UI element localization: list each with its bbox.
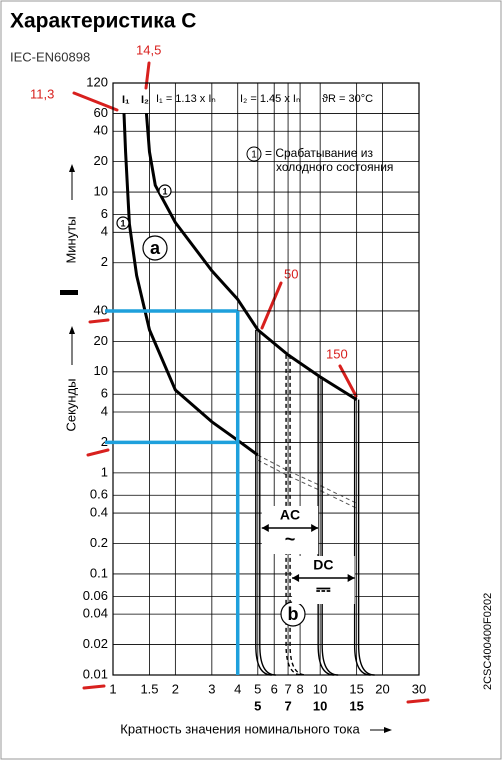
x-tick-label: 5 [254, 681, 261, 696]
y-tick-label: 2 [101, 434, 108, 449]
x-tick-label: 30 [412, 681, 426, 696]
trip-line [289, 354, 307, 676]
region-circle [158, 184, 172, 198]
x-tick-label: 7 [284, 681, 291, 696]
legend-text: холодного состояния [276, 160, 393, 174]
red-marks [72, 61, 430, 704]
trip-line [321, 376, 339, 676]
annotation: 14,5 [136, 42, 161, 57]
x-tick-label: 10 [313, 681, 327, 696]
series-label: I₁ [122, 94, 130, 106]
temperature: ϑR = 30°C [322, 93, 373, 105]
y-label: Секунды [63, 378, 78, 431]
subtitle: IEC-EN60898 [10, 49, 90, 64]
region-label: 1 [162, 186, 167, 196]
x-tick-label: 6 [271, 681, 278, 696]
y-tick-label: 0.06 [83, 588, 108, 603]
band-bg [292, 556, 355, 604]
region-circle [142, 235, 168, 261]
y-tick-label: 120 [86, 74, 108, 89]
curve-dashed [257, 454, 357, 504]
band-arrow-head [292, 574, 355, 582]
trip-line [285, 354, 303, 676]
formula: I₂ = 1.45 x Iₙ [240, 93, 300, 105]
region-label: 1 [120, 218, 125, 228]
y-tick-label: 0.6 [90, 487, 108, 502]
x-tick-label-bold: 15 [349, 698, 363, 713]
x-tick-label: 1.5 [140, 681, 158, 696]
y-tick-label: 0.02 [83, 636, 108, 651]
y-tick-label: 10 [94, 184, 108, 199]
band-arrow-head [261, 524, 319, 532]
annotation: 50 [284, 266, 298, 281]
band-bg [261, 506, 319, 554]
y-label: Минуты [63, 216, 78, 263]
legend-bg [238, 140, 428, 176]
x-tick-label: 3 [208, 681, 215, 696]
trip-line [317, 376, 335, 676]
plot-frame [112, 82, 420, 676]
y-tick-label: 0.4 [90, 505, 108, 520]
chart-title: Характеристика С [10, 10, 196, 33]
y-tick-label: 40 [94, 123, 108, 138]
band-symbol: ~ [285, 529, 296, 549]
x-tick-label: 15 [349, 681, 363, 696]
band-label: DC [313, 557, 333, 573]
y-tick-label: 4 [101, 224, 108, 239]
y-tick-label: 6 [101, 386, 108, 401]
curve [122, 113, 259, 457]
y-axis-arrows [60, 164, 392, 733]
y-tick-label: 10 [94, 363, 108, 378]
y-tick-label: 4 [101, 403, 108, 418]
x-tick-label-bold: 10 [313, 698, 327, 713]
y-tick-label: 0.04 [83, 606, 108, 621]
y-tick-label: 40 [94, 302, 108, 317]
legend-text: = Срабатывание из [265, 146, 373, 160]
y-tick-label: 2 [101, 254, 108, 269]
y-tick-label: 20 [94, 153, 108, 168]
series-label: I₂ [141, 94, 149, 106]
curve-dashed [257, 459, 357, 509]
y-tick-label: 20 [94, 333, 108, 348]
trip-line [357, 399, 375, 676]
y-tick-label: 6 [101, 206, 108, 221]
region-label: b [288, 604, 299, 624]
annotation: 150 [326, 346, 348, 361]
x-label: Кратность значения номинального тока [120, 721, 360, 736]
annotation: 11,3 [30, 86, 54, 101]
code: 2CSC400400F0202 [482, 593, 494, 690]
y-tick-label: 1 [101, 464, 108, 479]
x-tick-label: 1 [109, 681, 116, 696]
y-tick-label: 0.01 [83, 666, 108, 681]
trip-line [259, 329, 276, 676]
x-tick-label: 8 [296, 681, 303, 696]
curve [144, 113, 358, 401]
y-tick-label: 0.2 [90, 535, 108, 550]
region-circle [116, 216, 130, 230]
band-symbol: ⎓ [316, 579, 331, 599]
formula: I₁ = 1.13 x Iₙ [156, 93, 216, 105]
trip-line [255, 329, 272, 676]
x-tick-label-bold: 7 [284, 698, 291, 713]
trip-line [353, 399, 371, 676]
y-tick-label: 60 [94, 105, 108, 120]
region-label: a [150, 238, 161, 258]
y-tick-label: 0.1 [90, 565, 108, 580]
x-tick-label: 4 [234, 681, 241, 696]
x-tick-label: 20 [375, 681, 389, 696]
x-tick-label: 2 [172, 681, 179, 696]
legend-symbol: 1 [251, 150, 257, 161]
band-label: AC [280, 507, 300, 523]
x-tick-label-bold: 5 [254, 698, 261, 713]
